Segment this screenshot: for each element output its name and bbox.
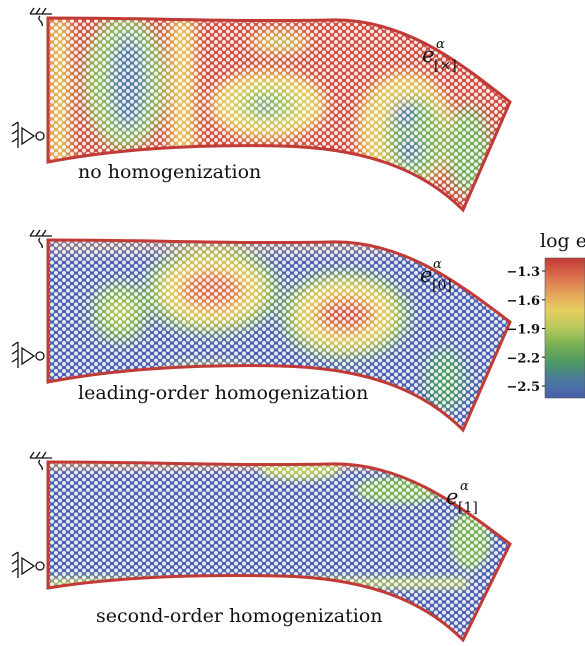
- panel-caption-3: second-order homogenization: [96, 605, 383, 627]
- panel-no-homogenization: no homogenization e α [×]: [11, 7, 512, 213]
- pinned-support-bottom-1: [11, 121, 45, 148]
- symbol-base-1: e: [422, 43, 434, 67]
- colorbar-tick-1: −1.6: [506, 294, 540, 309]
- panel-second-order: second-order homogenization e α [1]: [11, 451, 512, 643]
- pinned-support-bottom-3: [11, 551, 45, 578]
- symbol-sub-2: [0]: [432, 278, 452, 294]
- fixed-support-top-2: [29, 229, 52, 249]
- symbol-sup-1: α: [436, 37, 445, 52]
- fixed-support-top-1: [29, 7, 52, 27]
- colorbar-tick-2: −1.9: [506, 323, 540, 338]
- pinned-support-bottom-2: [11, 341, 45, 368]
- symbol-sub-3: [1]: [458, 500, 478, 516]
- colorbar-tick-0: −1.3: [506, 265, 540, 280]
- fixed-support-top-3: [29, 451, 52, 471]
- symbol-base-3: e: [446, 485, 458, 509]
- colorbar-bar: [544, 257, 585, 399]
- colorbar: log e −1.3 −1.6 −1.9 −2.2 −2.5: [506, 230, 585, 399]
- strain-symbol-2: e α [0]: [420, 257, 452, 294]
- panel-caption-2: leading-order homogenization: [78, 382, 368, 404]
- symbol-sup-3: α: [460, 479, 469, 494]
- symbol-sub-1: [×]: [434, 58, 457, 74]
- colorbar-tick-4: −2.5: [506, 380, 540, 395]
- strain-symbol-3: e α [1]: [446, 479, 478, 516]
- colorbar-ticks: −1.3 −1.6 −1.9 −2.2 −2.5: [506, 265, 545, 395]
- symbol-base-2: e: [420, 263, 432, 287]
- colorbar-title: log e: [540, 230, 585, 252]
- panel-caption-1: no homogenization: [78, 161, 261, 183]
- symbol-sup-2: α: [433, 257, 442, 272]
- panel-leading-order: leading-order homogenization e α [0]: [11, 229, 512, 433]
- colorbar-tick-3: −2.2: [506, 351, 540, 366]
- strain-symbol-1: e α [×]: [422, 37, 457, 74]
